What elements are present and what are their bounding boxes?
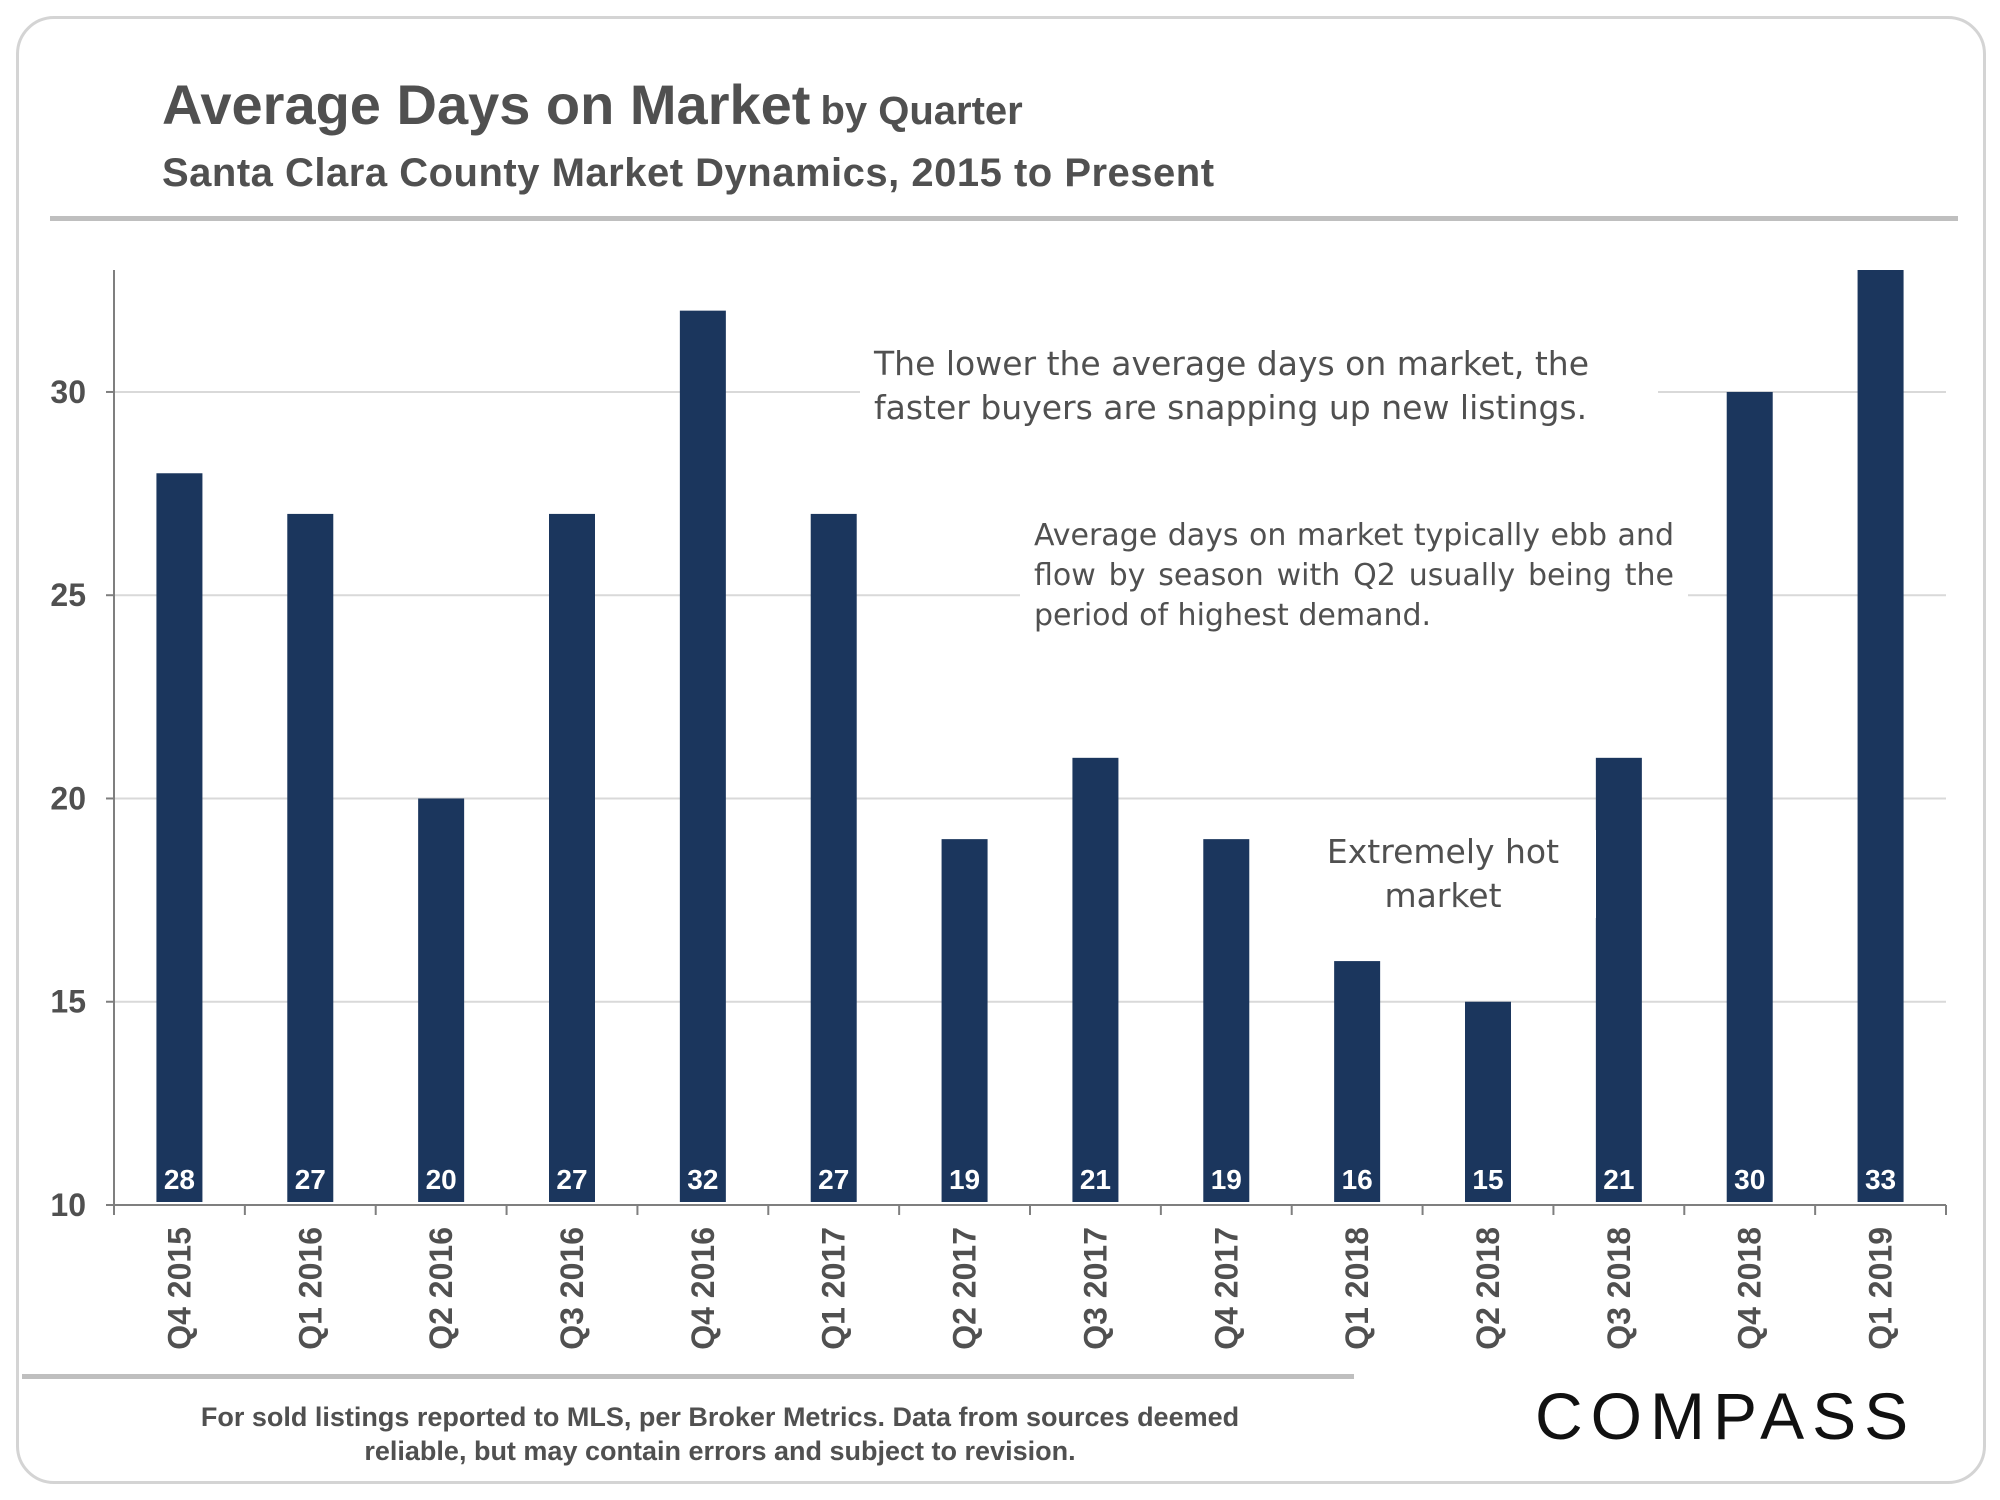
bar <box>156 473 203 1202</box>
x-category-label: Q4 2018 <box>1732 1227 1768 1350</box>
x-category-label: Q4 2015 <box>161 1227 197 1350</box>
x-category-label: Q2 2018 <box>1470 1227 1506 1350</box>
annotation-hot-market: Extremely hot market <box>1290 830 1596 918</box>
bar-value-label: 15 <box>1472 1164 1503 1195</box>
bar-value-label: 19 <box>1211 1164 1242 1195</box>
bar-value-label: 28 <box>164 1164 195 1195</box>
bar-value-label: 20 <box>426 1164 457 1195</box>
footer-disclaimer: For sold listings reported to MLS, per B… <box>200 1402 1240 1466</box>
x-category-label: Q4 2017 <box>1208 1227 1244 1350</box>
chart-title: Average Days on Market by Quarter <box>162 72 1215 137</box>
bar <box>1334 961 1381 1202</box>
x-category-label: Q1 2018 <box>1339 1227 1375 1350</box>
chart-card <box>16 16 1986 1484</box>
y-tick-label: 25 <box>50 577 86 613</box>
bar <box>679 310 726 1202</box>
x-category-label: Q1 2019 <box>1863 1227 1899 1350</box>
bars <box>156 270 1904 1202</box>
bar <box>810 513 857 1202</box>
y-tick-label: 10 <box>50 1187 86 1223</box>
x-category-label: Q2 2017 <box>947 1227 983 1350</box>
annotation-season: Average days on market typically ebb and… <box>1020 516 1688 636</box>
x-category-label: Q3 2016 <box>554 1227 590 1350</box>
bar-value-label: 30 <box>1734 1164 1765 1195</box>
x-category-label: Q1 2017 <box>816 1227 852 1350</box>
y-tick-label: 20 <box>50 780 86 816</box>
title-main: Average Days on Market <box>162 73 811 136</box>
bar-value-label: 32 <box>687 1164 718 1195</box>
footer-divider <box>22 1374 1354 1379</box>
y-tick-label: 15 <box>50 984 86 1020</box>
gridlines <box>114 390 1946 1003</box>
bar <box>418 798 465 1202</box>
labels: 10 15 20 25 30 28 Q4 2015 27 Q1 2016 20 Q2 2016 27 Q… <box>50 374 1898 1350</box>
x-category-label: Q2 2016 <box>423 1227 459 1350</box>
bar <box>1595 757 1642 1202</box>
bar-value-label: 21 <box>1080 1164 1111 1195</box>
bar-value-label: 27 <box>556 1164 587 1195</box>
bar <box>941 839 988 1202</box>
axes <box>106 270 1947 1215</box>
annotation-speed: The lower the average days on market, th… <box>860 342 1658 430</box>
x-category-label: Q3 2017 <box>1077 1227 1113 1350</box>
x-category-label: Q3 2018 <box>1601 1227 1637 1350</box>
title-suffix: by Quarter <box>820 89 1023 133</box>
bar-value-label: 27 <box>295 1164 326 1195</box>
bar <box>1072 757 1119 1202</box>
bar <box>1857 270 1904 1202</box>
header-divider <box>50 216 1958 221</box>
bar-value-label: 19 <box>949 1164 980 1195</box>
bar <box>1465 1001 1511 1202</box>
y-tick-label: 30 <box>50 374 86 410</box>
bar-value-label: 27 <box>818 1164 849 1195</box>
x-category-label: Q1 2016 <box>292 1227 328 1350</box>
bar <box>1726 391 1773 1202</box>
x-category-label: Q4 2016 <box>685 1227 721 1350</box>
chart-subtitle: Santa Clara County Market Dynamics, 2015… <box>162 151 1215 195</box>
bar-value-label: 16 <box>1342 1164 1373 1195</box>
bar-value-label: 21 <box>1603 1164 1634 1195</box>
bar-value-label: 33 <box>1865 1164 1896 1195</box>
compass-logo: COMPASS <box>1535 1379 1917 1453</box>
title-block: Average Days on Market by Quarter Santa C… <box>162 72 1215 196</box>
bar <box>549 513 595 1202</box>
bar <box>1203 839 1250 1202</box>
bar <box>287 513 334 1202</box>
